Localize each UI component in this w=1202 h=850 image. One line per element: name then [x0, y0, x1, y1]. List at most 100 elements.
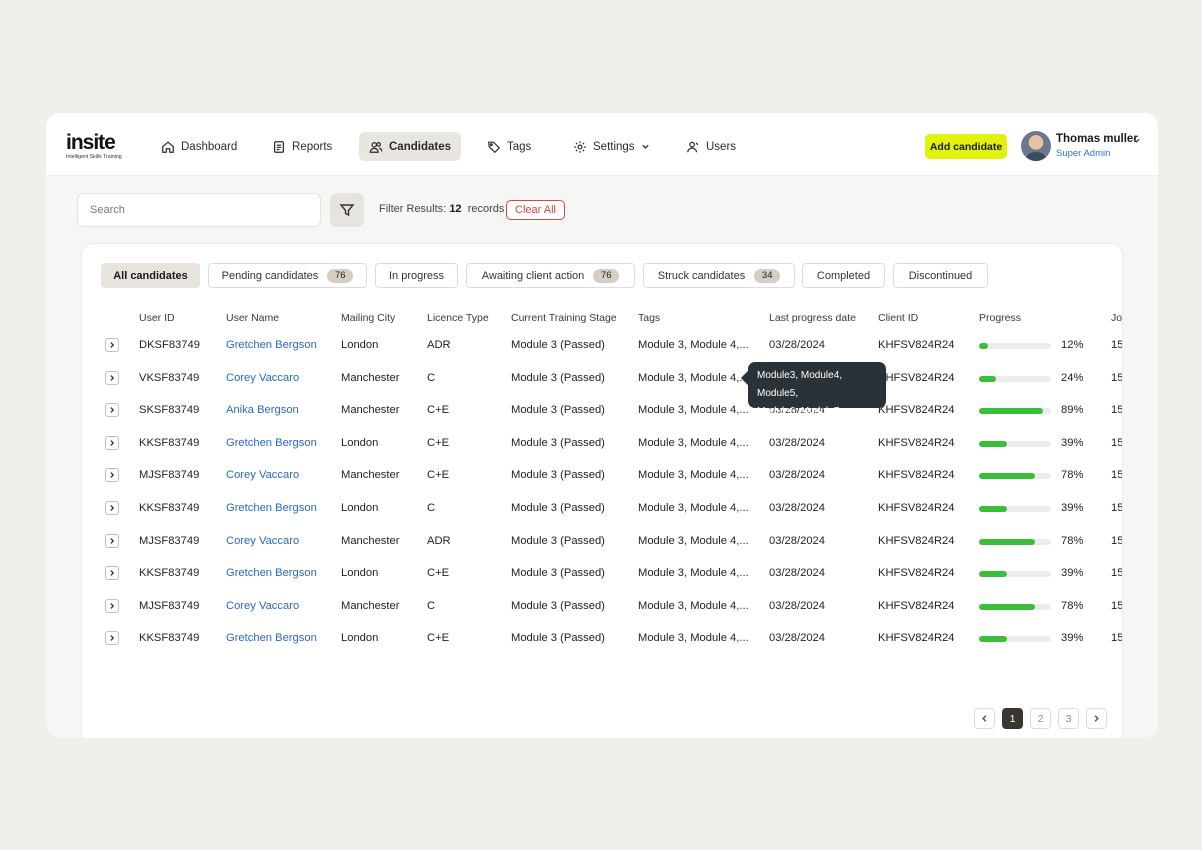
column-header-user-name[interactable]: User Name — [226, 312, 280, 324]
tab-discontinued[interactable]: Discontinued — [893, 263, 988, 288]
progress-percent: 89% — [1061, 404, 1084, 417]
cell-tags[interactable]: Module 3, Module 4,... — [638, 534, 749, 547]
expand-row-button[interactable] — [105, 598, 119, 613]
nav-tags-label: Tags — [507, 140, 532, 153]
candidate-name-link[interactable]: Gretchen Bergson — [226, 339, 317, 351]
filter-icon — [339, 204, 355, 217]
cell-user-id: MJSF83749 — [139, 469, 200, 482]
column-header-licence-type[interactable]: Licence Type — [427, 312, 489, 324]
expand-row-button[interactable] — [105, 370, 119, 385]
expand-row-button[interactable] — [105, 468, 119, 483]
column-header-mailing-city[interactable]: Mailing City — [341, 312, 396, 324]
progress-bar-fill — [979, 408, 1044, 415]
expand-row-button[interactable] — [105, 435, 119, 450]
clear-all-button[interactable]: Clear All — [506, 200, 565, 220]
nav-candidates[interactable]: Candidates — [359, 132, 461, 161]
table-row[interactable]: MJSF83749 Corey Vaccaro Manchester C+E Modul… — [82, 460, 1122, 493]
brand-name: insite — [66, 131, 116, 154]
next-page-button[interactable] — [1086, 708, 1107, 729]
cell-mailing-city: Manchester — [341, 599, 400, 612]
table-row[interactable]: KKSF83749 Gretchen Bergson London C+E Module… — [82, 558, 1122, 591]
tab-label: All candidates — [113, 269, 188, 282]
column-header-tags[interactable]: Tags — [638, 312, 661, 324]
tab-pending-candidates[interactable]: Pending candidates 76 — [208, 263, 367, 288]
count-badge: 76 — [593, 268, 620, 283]
column-header-last-progress-date[interactable]: Last progress date — [769, 312, 856, 324]
tab-struck-candidates[interactable]: Struck candidates 34 — [643, 263, 795, 288]
progress-percent: 78% — [1061, 599, 1084, 612]
progress-bar-fill — [979, 571, 1008, 578]
user-name[interactable]: Thomas muller — [1056, 133, 1138, 145]
page-button-3[interactable]: 3 — [1058, 708, 1079, 729]
table-row[interactable]: VKSF83749 Corey Vaccaro Manchester C Module … — [82, 363, 1122, 396]
cell-licence-type: C — [427, 599, 436, 612]
column-header-user-id[interactable]: User ID — [139, 312, 175, 324]
candidate-name-link[interactable]: Corey Vaccaro — [226, 469, 300, 482]
progress-bar — [979, 603, 1051, 610]
column-header-training-stage[interactable]: Current Training Stage — [511, 312, 617, 324]
tags-tooltip: Module3, Module4, Module5, Module6, Modu… — [748, 362, 886, 417]
chevron-down-icon[interactable] — [1132, 136, 1141, 145]
column-header-joined[interactable]: Joi — [1111, 312, 1123, 324]
expand-row-button[interactable] — [105, 338, 119, 352]
chevron-left-icon — [982, 715, 987, 722]
progress-bar-fill — [979, 538, 1036, 545]
page-button-2[interactable]: 2 — [1030, 708, 1051, 729]
cell-tags[interactable]: Module 3, Module 4,... — [638, 599, 749, 612]
nav-settings[interactable]: Settings — [563, 132, 660, 161]
tab-awaiting-client-action[interactable]: Awaiting client action 76 — [466, 263, 635, 288]
nav-reports[interactable]: Reports — [262, 132, 342, 161]
candidate-name-link[interactable]: Corey Vaccaro — [226, 534, 300, 547]
cell-tags[interactable]: Module 3, Module 4,... — [638, 567, 749, 580]
tab-in-progress[interactable]: In progress — [375, 263, 458, 288]
nav-dashboard[interactable]: Dashboard — [151, 132, 247, 161]
candidate-name-link[interactable]: Gretchen Bergson — [226, 502, 317, 514]
expand-row-button[interactable] — [105, 631, 119, 646]
cell-client-id: KHFSV824R24 — [878, 436, 955, 449]
cell-tags[interactable]: Module 3, Module 4,... — [638, 502, 749, 514]
page-button-1[interactable]: 1 — [1002, 708, 1023, 729]
table-row[interactable]: DKSF83749 Gretchen Bergson London ADR Module… — [82, 330, 1123, 363]
candidate-name-link[interactable]: Gretchen Bergson — [226, 567, 317, 580]
candidate-name-link[interactable]: Gretchen Bergson — [226, 632, 317, 645]
nav-settings-label: Settings — [593, 140, 635, 153]
candidate-name-link[interactable]: Gretchen Bergson — [226, 436, 317, 449]
table-row[interactable]: MJSF83749 Corey Vaccaro Manchester ADR Modul… — [82, 526, 1122, 559]
cell-tags[interactable]: Module 3, Module 4,... — [638, 436, 749, 449]
expand-row-button[interactable] — [105, 501, 119, 515]
cell-joined: 15 — [1111, 339, 1123, 351]
chevron-right-icon — [110, 505, 115, 511]
add-candidate-button[interactable]: Add candidate — [925, 134, 1007, 159]
cell-tags[interactable]: Module 3, Module 4,... — [638, 469, 749, 482]
avatar[interactable] — [1021, 131, 1051, 161]
brand-logo[interactable]: insite Intelligent Skills Training — [66, 131, 130, 161]
previous-page-button[interactable] — [974, 708, 995, 729]
expand-row-button[interactable] — [105, 403, 119, 418]
nav-users[interactable]: Users — [676, 132, 746, 161]
table-row[interactable]: SKSF83749 Anika Bergson Manchester C+E Modul… — [82, 395, 1122, 428]
cell-tags[interactable]: Module 3, Module 4,... — [638, 632, 749, 645]
progress-bar — [979, 636, 1051, 643]
chevron-right-icon — [110, 407, 115, 414]
filter-button[interactable] — [330, 193, 364, 227]
table-row[interactable]: MJSF83749 Corey Vaccaro Manchester C Module … — [82, 591, 1122, 624]
expand-row-button[interactable] — [105, 533, 119, 548]
cell-tags[interactable]: Module 3, Module 4,... — [638, 404, 749, 417]
tab-label: Pending candidates — [221, 269, 319, 282]
column-header-progress[interactable]: Progress — [979, 312, 1022, 324]
expand-row-button[interactable] — [105, 566, 119, 581]
search-input[interactable] — [77, 193, 321, 227]
candidate-name-link[interactable]: Corey Vaccaro — [226, 371, 300, 384]
cell-tags[interactable]: Module 3, Module 4,... — [638, 339, 749, 351]
candidate-name-link[interactable]: Anika Bergson — [226, 404, 299, 417]
chevron-down-icon — [641, 144, 649, 149]
column-header-client-id[interactable]: Client ID — [878, 312, 919, 324]
nav-tags[interactable]: Tags — [477, 132, 541, 161]
tab-completed[interactable]: Completed — [802, 263, 885, 288]
tab-all-candidates[interactable]: All candidates — [101, 263, 200, 288]
cell-tags[interactable]: Module 3, Module 4,... — [638, 371, 749, 384]
table-row[interactable]: KKSF83749 Gretchen Bergson London C Module 3… — [82, 493, 1122, 526]
candidate-name-link[interactable]: Corey Vaccaro — [226, 599, 300, 612]
table-row[interactable]: KKSF83749 Gretchen Bergson London C+E Module… — [82, 428, 1122, 461]
table-row[interactable]: KKSF83749 Gretchen Bergson London C+E Module… — [82, 623, 1122, 656]
